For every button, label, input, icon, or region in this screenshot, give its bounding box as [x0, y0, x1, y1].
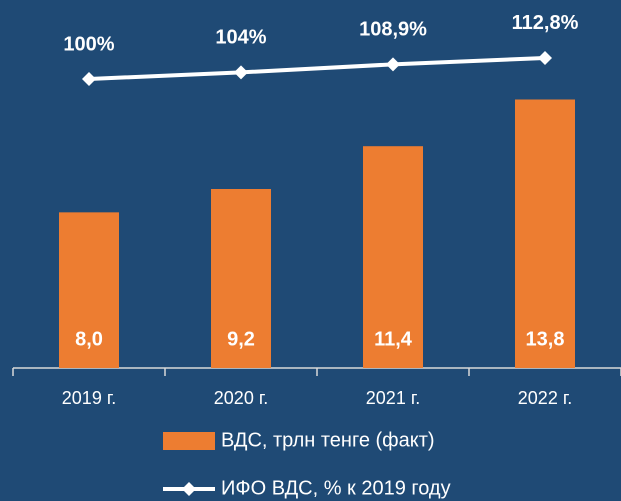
line-value-label: 112,8% — [512, 12, 579, 34]
line-value-label: 100% — [63, 33, 114, 55]
legend-marker — [182, 482, 196, 496]
bar — [363, 146, 423, 368]
legend-label: ВДС, трлн тенге (факт) — [221, 429, 435, 451]
x-tick-label: 2022 г. — [518, 388, 572, 408]
bar — [59, 212, 119, 368]
bar — [515, 99, 575, 368]
legend-label: ИФО ВДС, % к 2019 году — [221, 477, 451, 499]
line — [88, 55, 546, 81]
line-marker — [234, 65, 248, 80]
line-value-label: 108,9% — [359, 19, 427, 41]
x-tick-label: 2019 г. — [62, 388, 116, 408]
legend-swatch — [163, 432, 215, 450]
bar-value-label: 13,8 — [526, 328, 565, 350]
line-marker — [82, 71, 96, 86]
bar — [211, 189, 271, 368]
line-marker — [386, 57, 400, 72]
bar-value-label: 8,0 — [75, 328, 103, 350]
bar-value-label: 9,2 — [227, 328, 255, 350]
line-value-label: 104% — [215, 27, 266, 49]
line-marker — [538, 50, 552, 65]
x-tick-label: 2020 г. — [214, 388, 268, 408]
bar-value-label: 11,4 — [374, 328, 413, 350]
x-tick-label: 2021 г. — [366, 388, 420, 408]
